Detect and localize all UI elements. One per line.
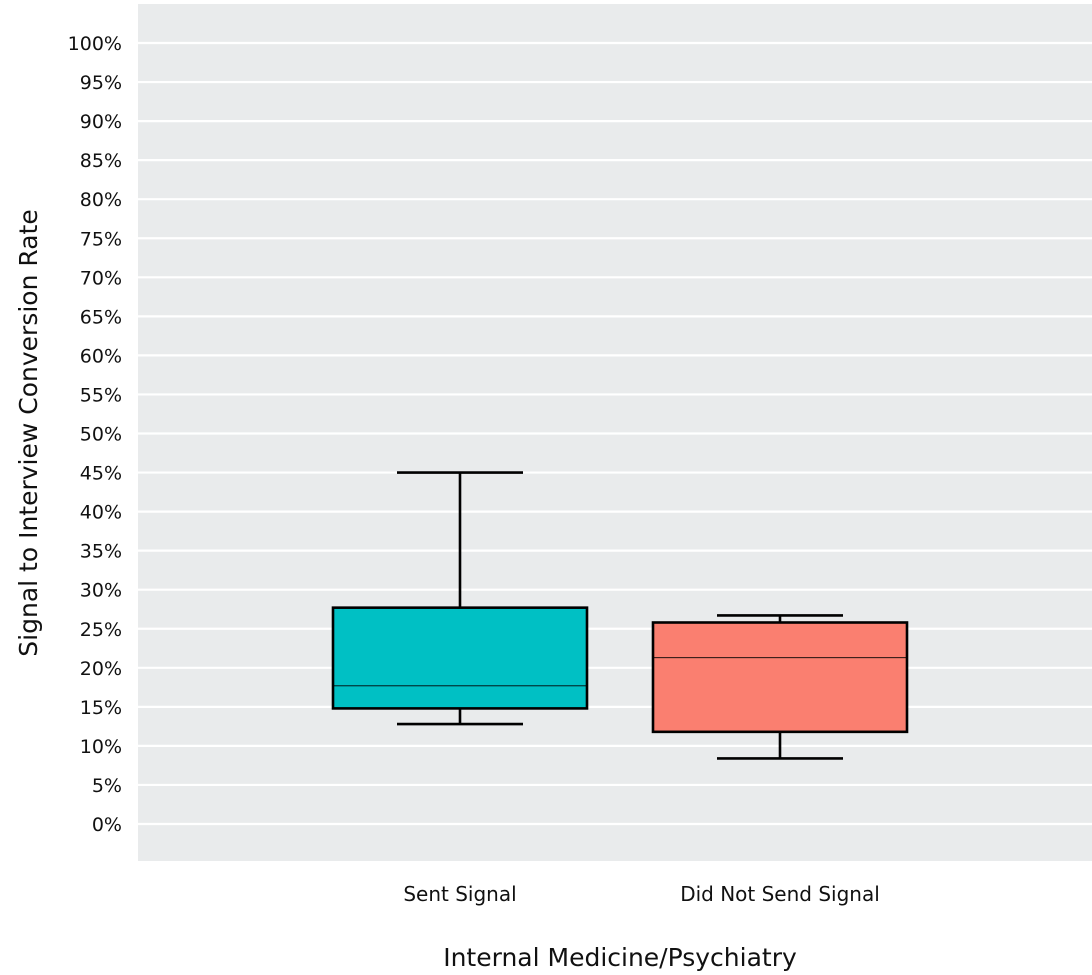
- y-tick-label: 40%: [80, 502, 122, 524]
- y-tick-label: 100%: [68, 33, 122, 55]
- y-tick-label: 90%: [80, 111, 122, 133]
- y-tick-label: 20%: [80, 658, 122, 680]
- y-tick-label: 75%: [80, 228, 122, 250]
- x-tick-labels: Sent Signal Did Not Send Signal: [403, 882, 879, 906]
- y-tick-label: 70%: [80, 267, 122, 289]
- box-did-not-send-signal: [651, 614, 909, 760]
- box-sent-signal: [331, 471, 589, 726]
- y-tick-label: 80%: [80, 189, 122, 211]
- gridlines: [138, 41, 1092, 826]
- y-tick-label: 15%: [80, 697, 122, 719]
- y-tick-label: 35%: [80, 541, 122, 563]
- y-tick-label: 45%: [80, 463, 122, 485]
- box-series: [331, 471, 909, 760]
- y-tick-labels: 0% 5% 10% 15% 20% 25% 30% 35% 40% 45% 50% 55% 60% 65%…: [68, 33, 122, 836]
- y-tick-label: 10%: [80, 736, 122, 758]
- y-tick-label: 50%: [80, 424, 122, 446]
- y-tick-label: 95%: [80, 72, 122, 94]
- y-tick-label: 65%: [80, 306, 122, 328]
- y-tick-label: 55%: [80, 384, 122, 406]
- y-tick-label: 25%: [80, 619, 122, 641]
- y-tick-label: 30%: [80, 580, 122, 602]
- y-tick-label: 85%: [80, 150, 122, 172]
- x-tick-label: Did Not Send Signal: [680, 882, 880, 906]
- y-tick-label: 0%: [92, 814, 122, 836]
- iqr-box: [331, 606, 589, 710]
- iqr-box: [651, 621, 909, 734]
- x-axis-title: Internal Medicine/Psychiatry: [443, 943, 797, 972]
- x-tick-label: Sent Signal: [403, 882, 516, 906]
- y-axis-title: Signal to Interview Conversion Rate: [14, 209, 43, 656]
- y-tick-label: 60%: [80, 345, 122, 367]
- y-tick-label: 5%: [92, 775, 122, 797]
